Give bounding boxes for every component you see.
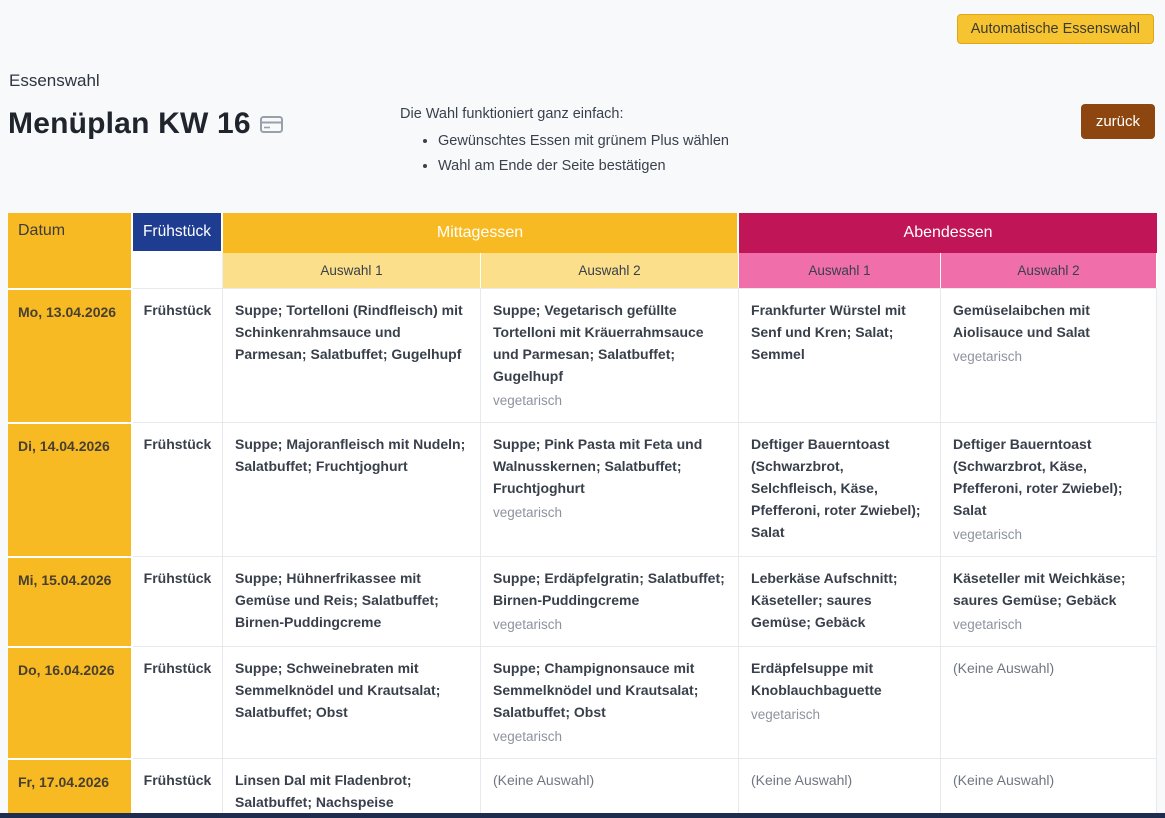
meal-text: Gemüselaibchen mit Aiolisauce und Salat bbox=[953, 302, 1090, 340]
instructions-list: Gewünschtes Essen mit grünem Plus wählen… bbox=[438, 131, 729, 177]
lunch-choice-2-cell: Suppe; Champignonsauce mit Semmelknödel … bbox=[481, 646, 740, 758]
lunch-choice-2-cell: Suppe; Vegetarisch gefüllte Tortelloni m… bbox=[481, 288, 740, 422]
dinner-choice-1-cell: Erdäpfelsuppe mit Knoblauchbaguette vege… bbox=[739, 646, 942, 758]
meal-text: Suppe; Hühnerfrikassee mit Gemüse und Re… bbox=[235, 570, 439, 630]
lunch-choice-1-cell: Suppe; Tortelloni (Rindfleisch) mit Schi… bbox=[223, 288, 481, 422]
meal-card-icon bbox=[259, 116, 283, 138]
instruction-item: Gewünschtes Essen mit grünem Plus wählen bbox=[438, 131, 729, 152]
meal-text: Suppe; Schweinebraten mit Semmelknödel u… bbox=[235, 660, 441, 720]
lunch-choice-1-cell: Suppe; Majoranfleisch mit Nudeln; Salatb… bbox=[223, 422, 481, 556]
auto-selection-button[interactable]: Automatische Essenswahl bbox=[956, 14, 1154, 44]
subheader-lunch-auswahl-2: Auswahl 2 bbox=[481, 253, 740, 288]
header-datum: Datum bbox=[8, 213, 133, 288]
subheader-blank bbox=[133, 253, 223, 288]
breakfast-cell: Frühstück bbox=[133, 646, 223, 758]
instructions: Die Wahl funktioniert ganz einfach: Gewü… bbox=[400, 104, 729, 181]
vegetarisch-tag: vegetarisch bbox=[953, 527, 1023, 542]
lunch-choice-2-cell: Suppe; Erdäpfelgratin; Salatbuffet; Birn… bbox=[481, 556, 740, 646]
date-cell: Mo, 13.04.2026 bbox=[8, 288, 133, 422]
lunch-choice-1-cell: Suppe; Schweinebraten mit Semmelknödel u… bbox=[223, 646, 481, 758]
breakfast-cell: Frühstück bbox=[133, 288, 223, 422]
vegetarisch-tag: vegetarisch bbox=[493, 393, 563, 408]
lunch-choice-2-cell: (Keine Auswahl) bbox=[481, 758, 740, 818]
dinner-choice-1-cell: (Keine Auswahl) bbox=[739, 758, 942, 818]
meal-text: Suppe; Pink Pasta mit Feta und Walnusske… bbox=[493, 436, 703, 496]
meal-text: Deftiger Bauerntoast (Schwarzbrot, Käse,… bbox=[953, 436, 1123, 518]
meal-text: Suppe; Majoranfleisch mit Nudeln; Salatb… bbox=[235, 436, 466, 474]
header-fruehstueck: Frühstück bbox=[133, 213, 223, 253]
breadcrumb: Essenswahl bbox=[9, 71, 100, 90]
date-cell: Di, 14.04.2026 bbox=[8, 422, 133, 556]
meal-text: (Keine Auswahl) bbox=[751, 772, 853, 788]
dinner-choice-2-cell: (Keine Auswahl) bbox=[941, 758, 1158, 818]
page-title: Menüplan KW 16 bbox=[8, 107, 251, 140]
instructions-intro: Die Wahl funktioniert ganz einfach: bbox=[400, 106, 624, 122]
subheader-lunch-auswahl-1: Auswahl 1 bbox=[223, 253, 481, 288]
meal-text: Suppe; Erdäpfelgratin; Salatbuffet; Birn… bbox=[493, 570, 725, 608]
date-cell: Fr, 17.04.2026 bbox=[8, 758, 133, 818]
dinner-choice-2-cell: Gemüselaibchen mit Aiolisauce und Salat … bbox=[941, 288, 1158, 422]
title-row: Menüplan KW 16 bbox=[8, 106, 283, 142]
subheader-dinner-auswahl-2: Auswahl 2 bbox=[941, 253, 1158, 288]
meal-text: Linsen Dal mit Fladenbrot; Salatbuffet; … bbox=[235, 772, 412, 810]
table-row: Mo, 13.04.2026 Frühstück Suppe; Tortello… bbox=[8, 288, 1158, 422]
subheader-dinner-auswahl-1: Auswahl 1 bbox=[739, 253, 942, 288]
vegetarisch-tag: vegetarisch bbox=[751, 707, 821, 722]
meal-text: (Keine Auswahl) bbox=[953, 772, 1055, 788]
meal-text: Käseteller mit Weichkäse; saures Gemüse;… bbox=[953, 570, 1126, 608]
meal-text: Suppe; Tortelloni (Rindfleisch) mit Schi… bbox=[235, 302, 463, 362]
vegetarisch-tag: vegetarisch bbox=[953, 617, 1023, 632]
vegetarisch-tag: vegetarisch bbox=[493, 505, 563, 520]
dinner-choice-2-cell: (Keine Auswahl) bbox=[941, 646, 1158, 758]
dinner-choice-2-cell: Deftiger Bauerntoast (Schwarzbrot, Käse,… bbox=[941, 422, 1158, 556]
meal-text: (Keine Auswahl) bbox=[953, 660, 1055, 676]
meal-text: Suppe; Champignonsauce mit Semmelknödel … bbox=[493, 660, 699, 720]
meal-text: Frankfurter Würstel mit Senf und Kren; S… bbox=[751, 302, 906, 362]
breakfast-cell: Frühstück bbox=[133, 422, 223, 556]
menu-table-body: Mo, 13.04.2026 Frühstück Suppe; Tortello… bbox=[8, 288, 1158, 818]
breakfast-cell: Frühstück bbox=[133, 556, 223, 646]
meal-text: Deftiger Bauerntoast (Schwarzbrot, Selch… bbox=[751, 436, 921, 540]
vegetarisch-tag: vegetarisch bbox=[953, 349, 1023, 364]
date-cell: Do, 16.04.2026 bbox=[8, 646, 133, 758]
vegetarisch-tag: vegetarisch bbox=[493, 729, 563, 744]
lunch-choice-1-cell: Linsen Dal mit Fladenbrot; Salatbuffet; … bbox=[223, 758, 481, 818]
lunch-choice-1-cell: Suppe; Hühnerfrikassee mit Gemüse und Re… bbox=[223, 556, 481, 646]
table-row: Di, 14.04.2026 Frühstück Suppe; Majoranf… bbox=[8, 422, 1158, 556]
table-row: Fr, 17.04.2026 Frühstück Linsen Dal mit … bbox=[8, 758, 1158, 818]
vegetarisch-tag: vegetarisch bbox=[493, 617, 563, 632]
footer-bar bbox=[0, 813, 1165, 818]
dinner-choice-1-cell: Frankfurter Würstel mit Senf und Kren; S… bbox=[739, 288, 942, 422]
breakfast-cell: Frühstück bbox=[133, 758, 223, 818]
table-row: Mi, 15.04.2026 Frühstück Suppe; Hühnerfr… bbox=[8, 556, 1158, 646]
meal-text: Suppe; Vegetarisch gefüllte Tortelloni m… bbox=[493, 302, 704, 384]
back-button[interactable]: zurück bbox=[1080, 104, 1155, 139]
header-abendessen: Abendessen bbox=[739, 213, 1158, 253]
lunch-choice-2-cell: Suppe; Pink Pasta mit Feta und Walnusske… bbox=[481, 422, 740, 556]
menu-table: Datum Frühstück Mittagessen Abendessen A… bbox=[8, 213, 1158, 818]
dinner-choice-2-cell: Käseteller mit Weichkäse; saures Gemüse;… bbox=[941, 556, 1158, 646]
date-cell: Mi, 15.04.2026 bbox=[8, 556, 133, 646]
dinner-choice-1-cell: Deftiger Bauerntoast (Schwarzbrot, Selch… bbox=[739, 422, 942, 556]
header-mittagessen: Mittagessen bbox=[223, 213, 740, 253]
dinner-choice-1-cell: Leberkäse Aufschnitt; Käseteller; saures… bbox=[739, 556, 942, 646]
table-row: Do, 16.04.2026 Frühstück Suppe; Schweine… bbox=[8, 646, 1158, 758]
meal-text: Erdäpfelsuppe mit Knoblauchbaguette bbox=[751, 660, 882, 698]
meal-text: (Keine Auswahl) bbox=[493, 772, 595, 788]
instruction-item: Wahl am Ende der Seite bestätigen bbox=[438, 156, 729, 177]
meal-text: Leberkäse Aufschnitt; Käseteller; saures… bbox=[751, 570, 898, 630]
